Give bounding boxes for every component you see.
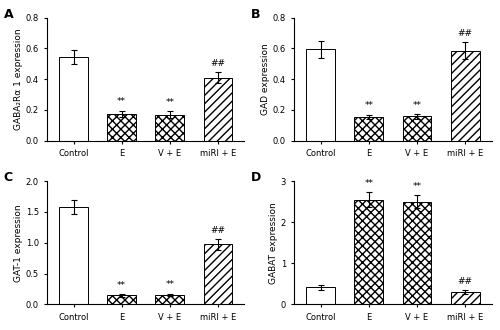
Text: **: ** <box>412 182 422 191</box>
Bar <box>59 57 88 141</box>
Bar <box>451 51 480 141</box>
Text: A: A <box>4 8 14 21</box>
Bar <box>59 207 88 304</box>
Bar <box>306 49 335 141</box>
Text: **: ** <box>117 97 126 106</box>
Text: B: B <box>251 8 260 21</box>
Bar <box>204 78 233 141</box>
Bar <box>204 244 233 304</box>
Y-axis label: GAT-1 expression: GAT-1 expression <box>14 204 23 281</box>
Bar <box>354 200 384 304</box>
Bar <box>156 115 184 141</box>
Text: **: ** <box>166 280 174 289</box>
Text: **: ** <box>117 281 126 290</box>
Bar <box>306 287 335 304</box>
Bar <box>108 114 136 141</box>
Text: ##: ## <box>210 59 226 68</box>
Text: ##: ## <box>210 226 226 235</box>
Bar <box>108 295 136 304</box>
Bar <box>354 117 384 141</box>
Y-axis label: GABAT expression: GABAT expression <box>269 202 278 283</box>
Text: ##: ## <box>458 277 472 286</box>
Text: C: C <box>4 171 13 184</box>
Text: D: D <box>251 171 261 184</box>
Y-axis label: GABA₂Rα 1 expression: GABA₂Rα 1 expression <box>14 28 22 130</box>
Text: **: ** <box>364 101 374 110</box>
Text: **: ** <box>364 179 374 188</box>
Text: **: ** <box>412 101 422 110</box>
Text: ##: ## <box>458 29 472 38</box>
Y-axis label: GAD expression: GAD expression <box>261 43 270 115</box>
Bar <box>402 202 432 304</box>
Bar <box>156 295 184 304</box>
Bar <box>451 292 480 304</box>
Bar <box>402 116 432 141</box>
Text: **: ** <box>166 98 174 107</box>
